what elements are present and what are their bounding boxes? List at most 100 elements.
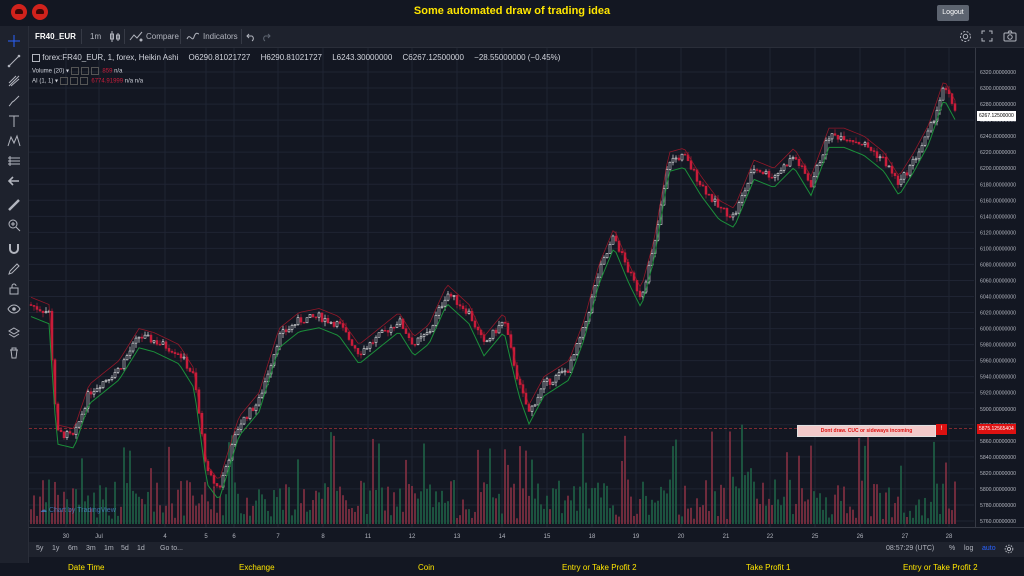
range-6m[interactable]: 6m: [68, 545, 78, 552]
candle-body: [542, 381, 546, 390]
candle-body: [35, 306, 39, 310]
indicator-ai[interactable]: AI (1, 1) ▾ 6774.91999 n/a n/a: [32, 77, 144, 85]
undo-icon[interactable]: [246, 32, 256, 47]
annotation-alert-icon[interactable]: !: [936, 424, 947, 435]
volume-bar: [111, 518, 113, 524]
indicator-settings-icon[interactable]: [69, 77, 78, 85]
volume-bar: [951, 510, 953, 524]
chart-style-icon[interactable]: [109, 30, 121, 45]
volume-bar: [927, 518, 929, 524]
clock[interactable]: 08:57:29 (UTC): [886, 545, 935, 552]
time-tick-label: 13: [454, 534, 461, 540]
legend-title[interactable]: forex:FR40_EUR, 1, forex, Heikin Ashi: [42, 53, 179, 62]
lock-icon[interactable]: [7, 282, 21, 296]
ruler-icon[interactable]: [7, 198, 21, 212]
volume-bar: [780, 505, 782, 524]
trend-line-icon[interactable]: [7, 54, 21, 68]
text-icon[interactable]: [7, 114, 21, 128]
settings-icon[interactable]: [959, 30, 972, 45]
indicators-icon[interactable]: [186, 32, 200, 47]
log-toggle[interactable]: log: [964, 545, 974, 552]
pattern-icon[interactable]: [7, 134, 21, 148]
trade-annotation-label[interactable]: Dont draw. CUC or sideways incoming: [797, 425, 936, 437]
candle-body: [161, 341, 165, 345]
goto-button[interactable]: Go to...: [160, 545, 183, 552]
range-1y[interactable]: 1y: [52, 545, 60, 552]
trash-icon[interactable]: [7, 346, 21, 360]
volume-bar: [435, 491, 437, 524]
candle-body: [572, 354, 576, 361]
candle-body: [389, 326, 393, 333]
range-1d[interactable]: 1d: [137, 545, 145, 552]
indicator-settings-icon[interactable]: [80, 67, 89, 75]
tradingview-watermark[interactable]: ☁ Chart by TradingView: [40, 507, 116, 514]
compare-icon[interactable]: [129, 31, 143, 46]
volume-bar: [678, 514, 680, 524]
volume-bar: [564, 500, 566, 524]
candle-body: [842, 135, 846, 141]
volume-bar: [915, 505, 917, 524]
candle-body: [638, 290, 642, 298]
indicator-remove-icon[interactable]: [90, 67, 99, 75]
current-price-tag: 6267.12500000: [977, 111, 1016, 121]
trade-columns-header: Date Time Exchange Coin Entry or Take Pr…: [0, 563, 1024, 576]
range-3m[interactable]: 3m: [86, 545, 96, 552]
candle-body: [737, 202, 741, 214]
volume-bar: [183, 515, 185, 524]
volume-bar: [171, 503, 173, 524]
indicator-remove-icon[interactable]: [79, 77, 88, 85]
magnet-icon[interactable]: [7, 242, 21, 256]
candle-body: [107, 379, 111, 381]
watermark-text: Chart by TradingView: [48, 507, 116, 514]
eye-icon[interactable]: [7, 302, 21, 316]
volume-bar: [300, 503, 302, 524]
candle-body: [47, 310, 51, 313]
volume-bar: [576, 510, 578, 524]
interval-button[interactable]: 1m: [90, 32, 102, 41]
screenshot-icon[interactable]: [1003, 30, 1017, 45]
volume-bar: [309, 509, 311, 524]
brush-icon[interactable]: [7, 94, 21, 108]
redo-icon[interactable]: [261, 32, 271, 47]
auto-toggle[interactable]: auto: [982, 545, 996, 552]
candle-body: [257, 397, 261, 406]
pitchfork-icon[interactable]: [7, 74, 21, 88]
settings-icon[interactable]: [1004, 544, 1014, 554]
collapse-icon[interactable]: [32, 53, 40, 62]
back-arrow-icon[interactable]: [7, 174, 21, 188]
zoom-in-icon[interactable]: [7, 218, 21, 232]
divider: [180, 29, 181, 44]
price-chart[interactable]: [29, 48, 974, 527]
volume-bar: [444, 502, 446, 524]
range-1m[interactable]: 1m: [104, 545, 114, 552]
object-tree-icon[interactable]: [7, 326, 21, 340]
prediction-icon[interactable]: [7, 154, 21, 168]
volume-bar: [552, 488, 554, 524]
compare-button[interactable]: Compare: [146, 32, 179, 41]
stay-drawing-icon[interactable]: [7, 262, 21, 276]
drawing-toolbar: [0, 26, 29, 563]
volume-bar: [600, 497, 602, 524]
symbol-search[interactable]: FR40_EUR: [35, 32, 76, 41]
volume-bar: [345, 500, 347, 524]
time-scale[interactable]: 30 Jul 4 5 6 7 8 11 12 13 14 15 18 19 20 21 22 25 26 27 28: [29, 527, 1024, 542]
range-5y[interactable]: 5y: [36, 545, 44, 552]
candle-body: [794, 157, 798, 160]
candle-body: [836, 135, 840, 140]
fullscreen-icon[interactable]: [981, 30, 993, 45]
crosshair-icon[interactable]: [7, 34, 21, 48]
volume-bar: [330, 432, 332, 524]
candle-body: [827, 138, 831, 142]
indicator-toggle-icon[interactable]: [59, 77, 68, 85]
percent-toggle[interactable]: %: [949, 545, 956, 552]
candle-body: [866, 142, 870, 148]
volume-bar: [210, 509, 212, 524]
indicator-volume[interactable]: Volume (20) ▾ 859 n/a: [32, 67, 123, 75]
volume-bar: [33, 495, 35, 524]
price-scale[interactable]: 6320.00000000 6300.00000000 6280.00000000 6…: [975, 48, 1024, 527]
logout-button[interactable]: Logout: [937, 5, 969, 21]
indicators-button[interactable]: Indicators: [203, 32, 238, 41]
candle-body: [920, 145, 924, 153]
range-5d[interactable]: 5d: [121, 545, 129, 552]
indicator-toggle-icon[interactable]: [70, 67, 79, 75]
